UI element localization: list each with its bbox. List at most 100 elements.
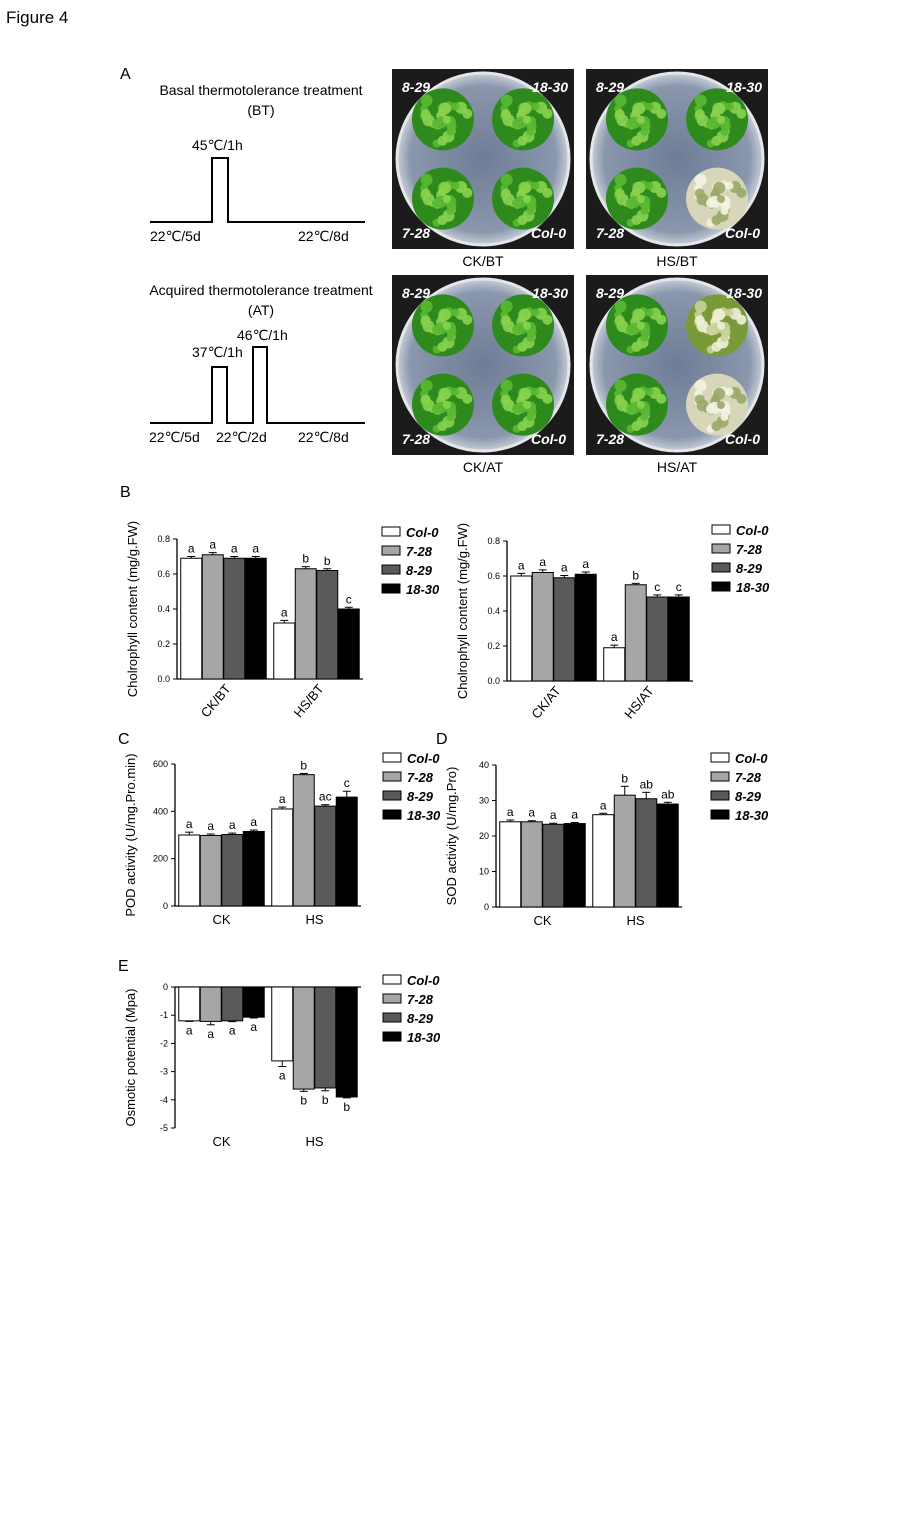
plate-genotype-label: Col-0: [725, 431, 760, 447]
bar: [667, 596, 690, 682]
panel-letter: D: [436, 731, 448, 748]
significance-letter: b: [322, 1093, 329, 1107]
bar: [242, 986, 265, 1018]
significance-letter: a: [571, 808, 578, 822]
legend-label: 18-30: [736, 580, 770, 595]
legend-swatch: [710, 752, 730, 763]
significance-letter: a: [229, 818, 236, 832]
x-tick-label: CK: [212, 912, 230, 927]
plate-caption: HS/BT: [656, 253, 698, 269]
plate-genotype-label: 8-29: [402, 285, 431, 301]
legend-label: 8-29: [736, 561, 763, 576]
y-axis-label: Osmotic potential (Mpa): [123, 989, 138, 1127]
y-tick-label: -5: [160, 1123, 168, 1133]
legend-label: 8-29: [735, 789, 762, 804]
plate-caption: CK/BT: [462, 253, 504, 269]
bar: [316, 570, 339, 680]
y-tick-label: 0.2: [487, 641, 500, 651]
legend-swatch: [382, 752, 402, 763]
bar: [574, 573, 597, 682]
legend-swatch: [710, 771, 730, 782]
plate-photo: 8-29 18-30 7-28 Col-0: [392, 69, 574, 249]
bt-timeline: 45℃/1h 22℃/5d 22℃/8d: [150, 137, 365, 244]
x-tick-label: HS: [626, 913, 644, 928]
x-tick-label: CK: [533, 913, 551, 928]
plate-genotype-label: 8-29: [596, 285, 625, 301]
legend-swatch: [382, 1012, 402, 1023]
bar: [335, 986, 358, 1098]
y-tick-label: -1: [160, 1010, 168, 1020]
legend-label: Col-0: [406, 525, 439, 540]
significance-letter: ab: [661, 787, 675, 801]
bar: [520, 821, 543, 908]
y-axis-label: POD activity (U/mg.Pro.min): [123, 753, 138, 916]
legend-swatch: [711, 562, 731, 573]
significance-letter: a: [188, 542, 195, 556]
at-post-label: 22℃/8d: [298, 429, 349, 445]
legend-label: 8-29: [407, 1011, 434, 1026]
y-tick-label: 0: [484, 902, 489, 912]
significance-letter: a: [539, 555, 546, 569]
bar: [292, 986, 315, 1090]
significance-letter: b: [302, 552, 309, 566]
significance-letter: a: [582, 557, 589, 571]
bar: [271, 808, 294, 907]
significance-letter: a: [507, 805, 514, 819]
bt-title-line2: (BT): [247, 102, 275, 118]
bar: [178, 986, 201, 1022]
bar: [656, 803, 679, 908]
x-tick-label: HS/AT: [621, 683, 657, 721]
legend-label: 7-28: [407, 770, 434, 785]
x-tick-label: CK: [212, 1134, 230, 1149]
significance-letter: a: [528, 806, 535, 820]
at-title-line1: Acquired thermotolerance treatment: [149, 282, 373, 298]
legend-swatch: [382, 993, 402, 1004]
bar: [199, 986, 222, 1022]
significance-letter: a: [209, 538, 216, 552]
y-tick-label: 0.4: [157, 604, 170, 614]
panel-a-letter: A: [120, 66, 131, 83]
at-pulse1-label: 37℃/1h: [192, 344, 243, 360]
plate-caption: HS/AT: [656, 459, 698, 475]
significance-letter: a: [229, 1024, 236, 1038]
legend-label: 7-28: [736, 542, 763, 557]
plate-genotype-label: 7-28: [402, 431, 431, 447]
bar: [335, 796, 358, 907]
significance-letter: b: [300, 1093, 307, 1107]
legend-label: Col-0: [735, 751, 768, 766]
significance-letter: c: [676, 580, 682, 594]
significance-letter: a: [600, 798, 607, 812]
bar: [244, 557, 267, 680]
bar: [271, 986, 294, 1062]
plate-dish: [589, 71, 765, 247]
plate-genotype-label: Col-0: [531, 225, 566, 241]
y-tick-label: 0.2: [157, 639, 170, 649]
panel-letter: E: [118, 958, 129, 975]
significance-letter: a: [518, 558, 525, 572]
significance-letter: a: [186, 817, 193, 831]
significance-letter: c: [344, 776, 350, 790]
bar: [314, 986, 337, 1089]
legend-label: Col-0: [736, 523, 769, 538]
bar: [613, 794, 636, 908]
significance-letter: a: [281, 605, 288, 619]
significance-letter: a: [186, 1023, 193, 1037]
legend-swatch: [381, 564, 401, 575]
legend-swatch: [381, 583, 401, 594]
at-temperature-line: [150, 346, 365, 424]
bar: [294, 568, 317, 680]
x-tick-label: HS/BT: [291, 681, 327, 720]
at-pre-label: 22℃/5d: [149, 429, 200, 445]
y-tick-label: 0: [163, 901, 168, 911]
legend-swatch: [382, 790, 402, 801]
legend-swatch: [381, 526, 401, 537]
bar: [499, 821, 522, 908]
legend-label: 18-30: [407, 1030, 441, 1045]
y-tick-label: 10: [479, 867, 489, 877]
bar: [337, 608, 360, 680]
significance-letter: b: [324, 554, 331, 568]
y-tick-label: 0: [163, 982, 168, 992]
significance-letter: b: [300, 758, 307, 772]
y-axis-label: Cholrophyll content (mg/g.FW): [455, 523, 470, 699]
